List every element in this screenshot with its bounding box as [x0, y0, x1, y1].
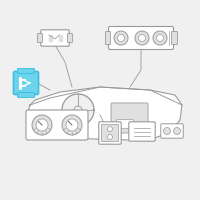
FancyBboxPatch shape	[102, 124, 118, 142]
Circle shape	[66, 119, 78, 131]
Circle shape	[108, 134, 112, 140]
Circle shape	[32, 115, 52, 135]
FancyBboxPatch shape	[99, 122, 121, 144]
Bar	[59, 35, 62, 41]
Bar	[49, 35, 52, 41]
Polygon shape	[28, 87, 182, 140]
FancyBboxPatch shape	[18, 69, 34, 73]
Circle shape	[118, 34, 124, 42]
Circle shape	[62, 115, 82, 135]
FancyBboxPatch shape	[172, 32, 177, 44]
FancyBboxPatch shape	[26, 110, 88, 140]
FancyBboxPatch shape	[106, 32, 110, 44]
FancyBboxPatch shape	[161, 124, 183, 138]
Circle shape	[108, 127, 112, 132]
FancyBboxPatch shape	[14, 72, 38, 95]
Circle shape	[36, 119, 48, 131]
Circle shape	[114, 31, 128, 45]
FancyBboxPatch shape	[117, 120, 133, 128]
Circle shape	[138, 34, 146, 42]
FancyBboxPatch shape	[129, 122, 155, 141]
FancyBboxPatch shape	[18, 93, 34, 97]
FancyBboxPatch shape	[111, 103, 148, 133]
Circle shape	[153, 31, 167, 45]
Circle shape	[174, 128, 180, 134]
Circle shape	[156, 34, 164, 42]
FancyBboxPatch shape	[108, 26, 174, 49]
FancyBboxPatch shape	[38, 34, 42, 42]
Circle shape	[164, 128, 170, 134]
FancyBboxPatch shape	[68, 34, 72, 42]
FancyBboxPatch shape	[41, 30, 69, 46]
Circle shape	[135, 31, 149, 45]
Polygon shape	[62, 94, 94, 126]
